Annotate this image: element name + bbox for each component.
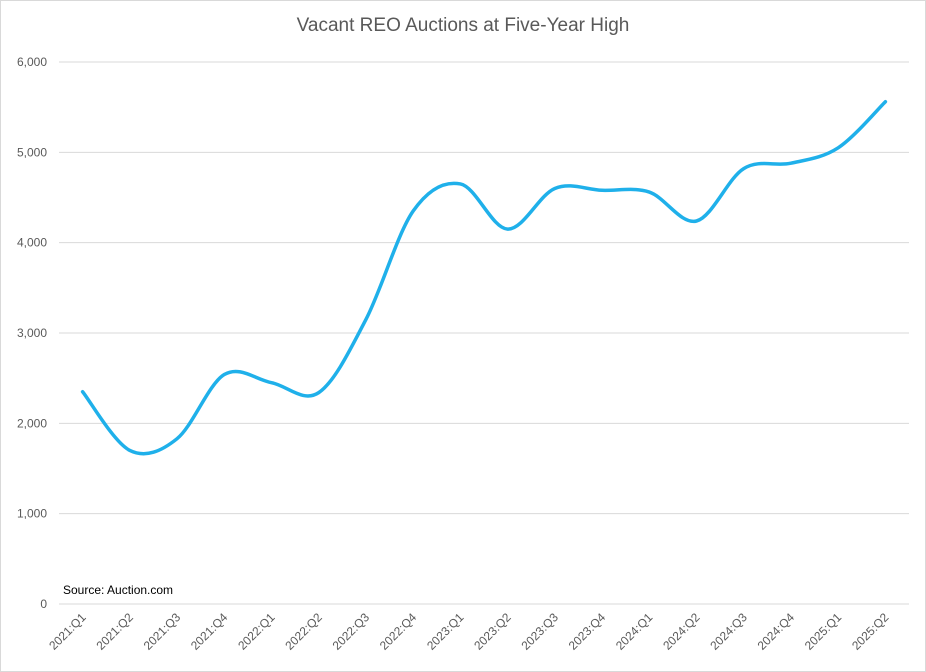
chart-title: Vacant REO Auctions at Five-Year High (296, 15, 630, 36)
x-tick-label: 2022:Q2 (282, 610, 325, 653)
series-layer (80, 100, 888, 456)
x-tick-label: 2023:Q1 (424, 610, 467, 653)
y-axis-ticks: 0 1,000 2,000 3,000 4,000 5,000 6,000 (17, 55, 47, 611)
x-tick-label: 2025:Q2 (849, 610, 892, 653)
x-tick-label: 2023:Q2 (471, 610, 514, 653)
y-tick-label: 5,000 (17, 145, 47, 159)
series-line (80, 100, 888, 456)
x-tick-label: 2024:Q2 (660, 610, 703, 653)
x-tick-label: 2025:Q1 (802, 610, 845, 653)
x-tick-label: 2022:Q1 (235, 610, 278, 653)
x-tick-label: 2023:Q3 (518, 610, 561, 653)
x-tick-label: 2021:Q2 (93, 610, 136, 653)
y-tick-label: 6,000 (17, 55, 47, 69)
y-tick-label: 3,000 (17, 326, 47, 340)
x-tick-label: 2024:Q4 (755, 610, 798, 653)
x-axis-ticks: 2021:Q1 2021:Q2 2021:Q3 2021:Q4 2022:Q1 2022:… (46, 610, 891, 653)
x-tick-label: 2023:Q4 (566, 610, 609, 653)
y-tick-label: 2,000 (17, 416, 47, 430)
source-note: Source: Auction.com (63, 583, 174, 597)
x-tick-label: 2022:Q4 (377, 610, 420, 653)
x-tick-label: 2021:Q1 (46, 610, 89, 653)
y-tick-label: 1,000 (17, 507, 47, 521)
gridlines (59, 61, 909, 605)
x-tick-label: 2024:Q1 (613, 610, 656, 653)
y-tick-label: 4,000 (17, 236, 47, 250)
x-tick-label: 2021:Q3 (141, 610, 184, 653)
x-tick-label: 2024:Q3 (707, 610, 750, 653)
x-tick-label: 2022:Q3 (330, 610, 373, 653)
x-tick-label: 2021:Q4 (188, 610, 231, 653)
y-tick-label: 0 (40, 597, 47, 611)
